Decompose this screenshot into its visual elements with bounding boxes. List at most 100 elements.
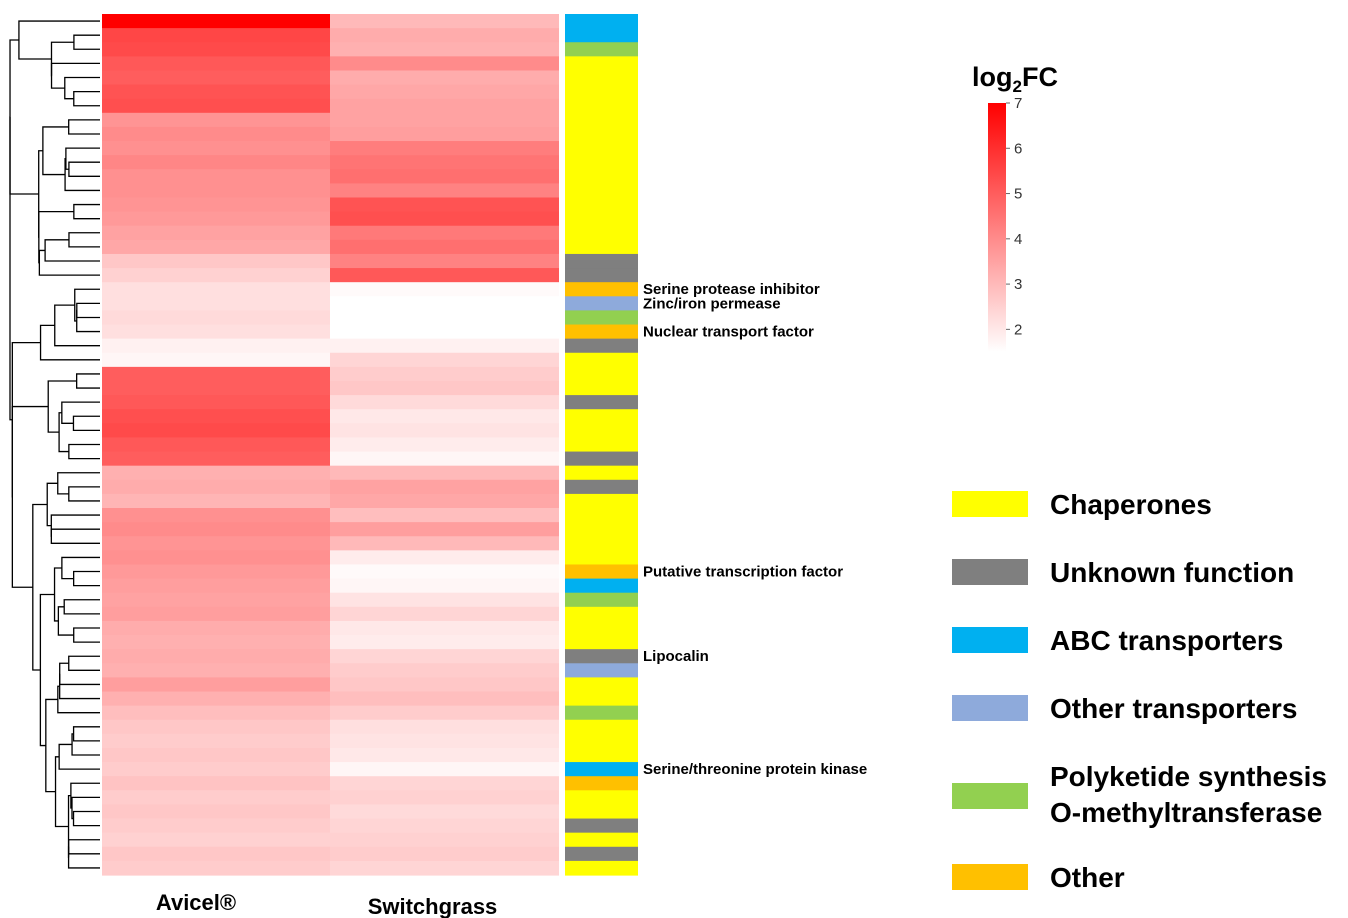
dendrogram-link-42 — [50, 528, 100, 544]
heatmap-cell-avicel-60 — [102, 860, 330, 876]
heatmap-cell-avicel-51 — [102, 733, 330, 749]
heatmap-cell-switchgrass-5 — [330, 84, 559, 100]
annotation-label-3: Putative transcription factor — [643, 564, 843, 581]
heatmap-cell-switchgrass-6 — [330, 98, 559, 114]
heatmap-cell-switchgrass-49 — [330, 705, 559, 721]
heatmap-cell-switchgrass-22 — [330, 324, 559, 340]
heatmap-cell-avicel-45 — [102, 649, 330, 664]
heatmap-cell-switchgrass-57 — [330, 818, 559, 834]
category-cell-18 — [565, 268, 638, 283]
heatmap-cell-switchgrass-41 — [330, 592, 559, 608]
heatmap-cell-avicel-35 — [102, 508, 330, 523]
dendrogram-link-48 — [42, 126, 69, 176]
heatmap-cell-avicel-7 — [102, 112, 330, 128]
heatmap-cell-avicel-13 — [102, 197, 330, 213]
annotation-label-5: Serine/threonine protein kinase — [643, 761, 867, 778]
dendrogram-link-54 — [32, 503, 48, 671]
category-cell-48 — [565, 691, 638, 707]
heatmap-cell-avicel-20 — [102, 296, 330, 312]
dendrogram-link-8 — [73, 570, 100, 587]
legend-label-5-0: Other — [1050, 862, 1125, 893]
category-cell-14 — [565, 211, 638, 227]
heatmap-cell-switchgrass-54 — [330, 776, 559, 791]
legend-label-4-1: O-methyltransferase — [1050, 797, 1322, 828]
heatmap-cell-switchgrass-16 — [330, 239, 559, 255]
category-cell-6 — [565, 98, 638, 114]
heatmap-cell-avicel-56 — [102, 804, 330, 820]
heatmap-cell-avicel-47 — [102, 677, 330, 693]
heatmap-cell-switchgrass-47 — [330, 677, 559, 693]
dendrogram-link-15 — [68, 232, 100, 248]
heatmap-cell-avicel-49 — [102, 705, 330, 721]
dendrogram-link-45 — [46, 482, 58, 527]
annotation-label-1: Zinc/iron permease — [643, 295, 781, 312]
heatmap-cell-switchgrass-31 — [330, 451, 559, 467]
heatmap-cell-switchgrass-37 — [330, 536, 559, 551]
dendrogram-link-1 — [76, 309, 100, 333]
heatmap-cell-avicel-39 — [102, 564, 330, 580]
heatmap-cell-avicel-2 — [102, 42, 330, 57]
category-cell-27 — [565, 395, 638, 410]
legend-swatch-2 — [952, 627, 1028, 653]
heatmap-cell-switchgrass-45 — [330, 649, 559, 664]
heatmap-cell-switchgrass-8 — [330, 126, 559, 142]
heatmap-cell-switchgrass-35 — [330, 508, 559, 523]
heatmap-cell-switchgrass-30 — [330, 437, 559, 453]
annotation-label-4: Lipocalin — [643, 648, 709, 665]
category-cell-11 — [565, 169, 638, 184]
category-cell-31 — [565, 451, 638, 467]
category-bar — [565, 14, 638, 876]
category-cell-16 — [565, 239, 638, 255]
heatmap-cell-avicel-58 — [102, 832, 330, 848]
heatmap-cell-avicel-34 — [102, 493, 330, 509]
heatmap-cell-avicel-30 — [102, 437, 330, 453]
column-labels: Avicel® Switchgrass — [156, 890, 497, 918]
heatmap-cell-avicel-14 — [102, 211, 330, 227]
heatmap-cell-avicel-9 — [102, 141, 330, 156]
category-cell-10 — [565, 155, 638, 170]
heatmap-cell-avicel-5 — [102, 84, 330, 100]
category-cell-60 — [565, 860, 638, 876]
dendrogram-link-18 — [68, 486, 100, 502]
heatmap-cell-avicel-48 — [102, 691, 330, 707]
legend-label-2-0: ABC transporters — [1050, 625, 1283, 656]
category-cell-55 — [565, 790, 638, 806]
heatmap-cell-avicel-59 — [102, 846, 330, 862]
heatmap-cell-avicel-57 — [102, 818, 330, 834]
dendrogram-link-17 — [68, 443, 100, 460]
dendrogram-link-47 — [44, 239, 100, 262]
category-cell-42 — [565, 606, 638, 622]
dendrogram-link-41 — [50, 41, 74, 77]
dendrogram-link-31 — [59, 673, 100, 700]
dendrogram-link-9 — [72, 726, 100, 742]
heatmap-cell-switchgrass-42 — [330, 606, 559, 622]
category-cell-23 — [565, 338, 638, 354]
heatmap-cell-switchgrass-39 — [330, 564, 559, 580]
category-cell-15 — [565, 225, 638, 241]
dendrogram-link-27 — [63, 599, 100, 615]
heatmap-cell-avicel-22 — [102, 324, 330, 340]
category-cell-8 — [565, 126, 638, 142]
heatmap-cell-switchgrass-27 — [330, 395, 559, 410]
heatmap-cell-switchgrass-36 — [330, 522, 559, 537]
category-cell-13 — [565, 197, 638, 213]
dendrogram-link-19 — [68, 655, 100, 671]
dendrogram-link-55 — [18, 20, 100, 60]
category-cell-5 — [565, 84, 638, 100]
category-cell-57 — [565, 818, 638, 834]
heatmap-cell-avicel-29 — [102, 423, 330, 439]
category-cell-26 — [565, 380, 638, 396]
category-cell-2 — [565, 42, 638, 57]
row-dendrogram — [9, 20, 100, 869]
heatmap-cell-switchgrass-3 — [330, 56, 559, 72]
heatmap-cell-avicel-24 — [102, 352, 330, 368]
category-cell-47 — [565, 677, 638, 693]
heatmap-cell-avicel-36 — [102, 522, 330, 537]
annotation-label-2: Nuclear transport factor — [643, 324, 814, 341]
category-cell-33 — [565, 479, 638, 495]
heatmap-cell-switchgrass-51 — [330, 733, 559, 749]
dendrogram-link-21 — [67, 839, 100, 855]
category-cell-41 — [565, 592, 638, 608]
heatmap-cell-switchgrass-38 — [330, 550, 559, 566]
